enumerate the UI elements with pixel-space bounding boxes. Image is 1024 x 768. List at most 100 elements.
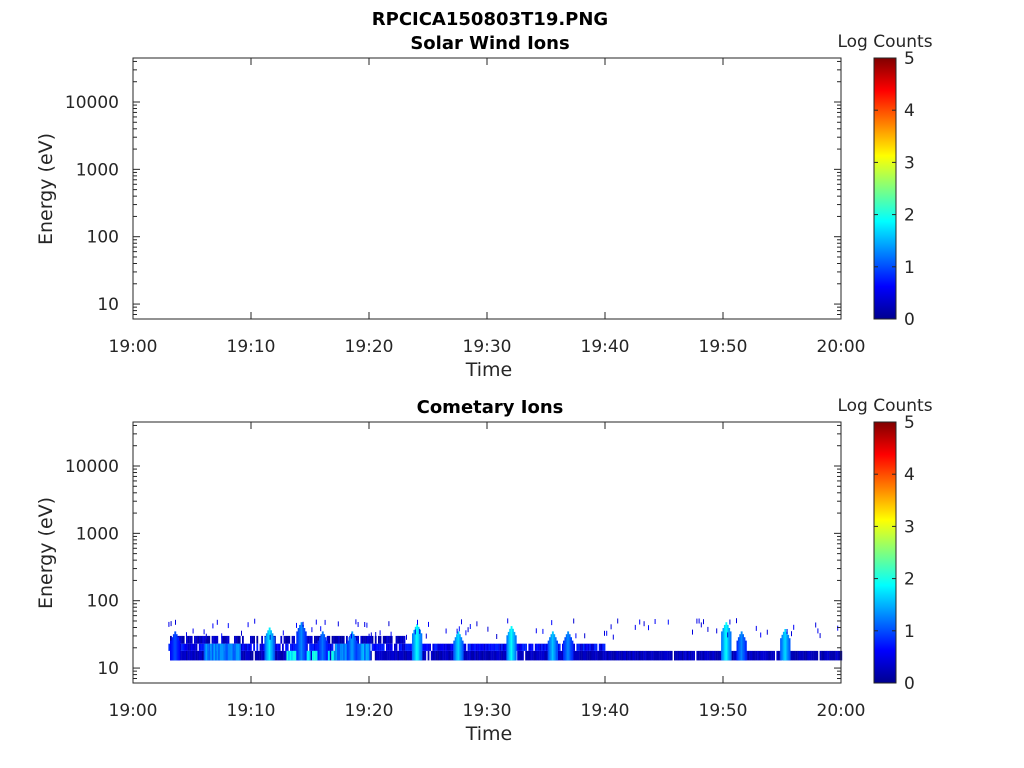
heatmap-burst-cell	[788, 638, 791, 661]
heatmap-burst-cell	[296, 631, 299, 661]
heatmap-speckle	[241, 630, 242, 636]
heatmap-cell	[478, 643, 481, 651]
heatmap-cell	[446, 643, 449, 651]
heatmap-cell	[811, 650, 814, 661]
heatmap-cell	[342, 635, 345, 644]
heatmap-cell	[312, 650, 314, 661]
heatmap-cell	[482, 650, 484, 661]
heatmap-cell	[627, 650, 630, 661]
heatmap-cell	[387, 635, 390, 644]
heatmap-cell	[579, 650, 582, 661]
x-tick-label: 19:30	[463, 337, 512, 357]
heatmap-cell	[248, 650, 251, 661]
heatmap-speckle	[168, 621, 170, 627]
heatmap-burst-cell	[461, 640, 464, 661]
heatmap-cell	[466, 650, 468, 661]
heatmap-cell	[371, 635, 374, 644]
x-tick-label: 19:40	[581, 337, 630, 357]
heatmap-cell	[400, 643, 403, 651]
heatmap-speckle	[643, 621, 645, 627]
heatmap-cell	[346, 635, 348, 644]
heatmap-cell	[835, 650, 838, 661]
heatmap-cell	[384, 635, 387, 644]
heatmap-cell	[234, 635, 236, 644]
heatmap-cell	[205, 635, 207, 644]
heatmap-cell	[517, 643, 519, 651]
heatmap-cell	[488, 650, 491, 661]
heatmap-cell	[472, 643, 475, 651]
heatmap-cell	[227, 643, 230, 661]
heatmap-cell	[440, 650, 443, 661]
x-tick-label: 19:10	[227, 701, 276, 721]
heatmap-cell	[450, 643, 452, 651]
heatmap-cell	[219, 643, 222, 661]
heatmap-cell	[498, 643, 500, 651]
heatmap-speckle	[606, 630, 608, 636]
heatmap-cell	[803, 650, 806, 661]
heatmap-burst-cell	[416, 624, 419, 661]
heatmap-speckle	[815, 622, 817, 628]
heatmap-cell	[790, 650, 793, 661]
heatmap-speckle	[634, 624, 636, 630]
heatmap-cell	[616, 650, 619, 661]
heatmap-cell	[542, 650, 545, 661]
heatmap-cell	[362, 643, 365, 661]
heatmap-cell	[662, 650, 665, 661]
heatmap-cell	[381, 650, 383, 661]
heatmap-cell	[410, 650, 412, 661]
heatmap-cell	[239, 643, 241, 661]
heatmap-cell	[586, 643, 588, 651]
heatmap-cell	[202, 643, 204, 651]
heatmap-cell	[317, 635, 319, 644]
heatmap-cell	[837, 650, 839, 661]
heatmap-cell	[493, 650, 495, 661]
heatmap-cell	[190, 643, 193, 651]
heatmap-cell	[223, 643, 225, 661]
heatmap-cell	[379, 635, 382, 644]
heatmap-cell	[626, 650, 628, 661]
heatmap-cell	[427, 650, 430, 661]
y-tick-label: 100	[87, 228, 119, 248]
heatmap-cell	[386, 643, 388, 651]
heatmap-cell	[218, 643, 220, 661]
heatmap-cell	[443, 650, 446, 661]
heatmap-cell	[819, 650, 822, 661]
heatmap-cell	[379, 643, 382, 651]
heatmap-speckle	[760, 632, 762, 638]
heatmap-cell	[310, 635, 313, 644]
heatmap-speckle	[766, 629, 768, 635]
heatmap-cell	[584, 643, 587, 651]
heatmap-burst-cell	[553, 634, 556, 661]
heatmap-cell	[520, 643, 523, 651]
heatmap-cell	[648, 650, 651, 661]
heatmap-cell	[278, 650, 281, 661]
heatmap-cell	[629, 650, 631, 661]
heatmap-cell	[534, 650, 537, 661]
heatmap-cell	[382, 650, 385, 661]
heatmap-cell	[330, 643, 332, 651]
heatmap-cell	[526, 650, 529, 661]
heatmap-burst-cell	[171, 637, 174, 661]
heatmap-burst-cell	[320, 634, 323, 661]
heatmap-cell	[245, 650, 247, 661]
heatmap-cell	[499, 643, 502, 651]
heatmap-speckle	[487, 626, 489, 632]
heatmap-cell	[750, 650, 753, 661]
x-tick-label: 19:30	[463, 701, 512, 721]
heatmap-cell	[427, 643, 430, 651]
heatmap-cell	[619, 650, 622, 661]
colorbar-label-solar-wind: Log Counts	[837, 32, 932, 52]
heatmap-cell	[402, 643, 404, 651]
heatmap-cell	[794, 650, 796, 661]
heatmap-cell	[213, 635, 215, 644]
heatmap-cell	[340, 643, 342, 661]
heatmap-speckle	[667, 619, 669, 625]
heatmap-cell	[578, 643, 580, 651]
heatmap-burst-cell	[172, 634, 175, 661]
heatmap-cell	[579, 643, 582, 651]
heatmap-cell	[309, 635, 311, 644]
heatmap-cell	[341, 635, 343, 644]
heatmap-cell	[702, 650, 705, 661]
heatmap-cell	[645, 650, 647, 661]
heatmap-burst-cell	[570, 637, 572, 661]
